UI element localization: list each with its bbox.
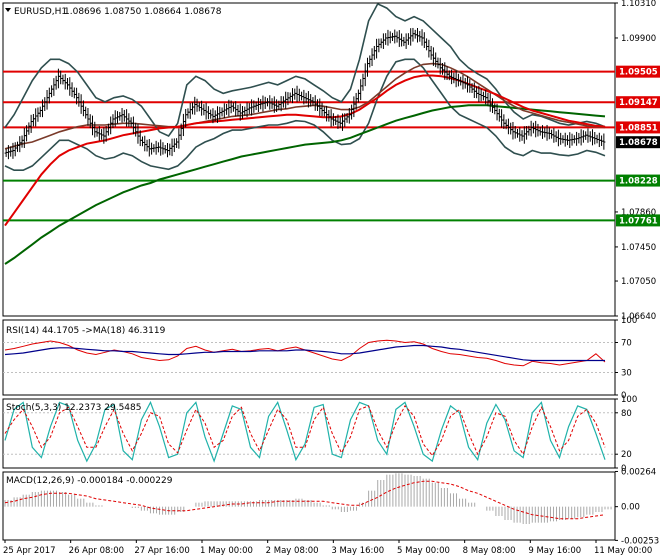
price-tick-label: 1.09900 — [621, 34, 656, 44]
x-tick-label: 1 May 00:00 — [200, 546, 253, 556]
current-price-tag: 1.08678 — [619, 138, 658, 148]
resistance-tag-bg — [616, 96, 660, 109]
current-price-tag-bg — [616, 136, 660, 149]
panel-frame-price — [2, 2, 616, 317]
panel-frame-stoch — [2, 398, 616, 469]
support-tag: 1.07761 — [619, 216, 658, 226]
rsi-label: RSI(14) 44.1705 ->MA(18) 46.3119 — [6, 326, 166, 336]
bollinger-lower-band — [4, 58, 606, 171]
macd-tick-label: 0.00264 — [621, 467, 656, 477]
support-tag: 1.08228 — [619, 177, 658, 187]
macd-label: MACD(12,26,9) -0.000184 -0.000229 — [6, 476, 173, 486]
macd-signal-line — [4, 480, 606, 520]
x-tick-label: 3 May 16:00 — [331, 546, 384, 556]
support-tag-bg — [616, 214, 660, 227]
price-tick-label: 1.07450 — [621, 243, 656, 253]
x-tick-label: 5 May 00:00 — [397, 546, 450, 556]
ma-slow-line — [4, 104, 606, 265]
x-tick-label: 27 Apr 16:00 — [134, 546, 189, 556]
panel-frame-rsi — [2, 319, 616, 396]
panel-frame-macd — [2, 471, 616, 541]
x-tick-label: 9 May 16:00 — [528, 546, 581, 556]
price-tick-label: 1.07860 — [621, 208, 656, 218]
support-tag-bg — [616, 174, 660, 187]
price-tick-label: 1.06640 — [621, 312, 656, 322]
chevron-down-icon — [5, 8, 11, 12]
plot-layer — [3, 2, 615, 524]
ohlc-label: 1.08696 1.08750 1.08664 1.08678 — [64, 7, 222, 17]
stoch-signal-line — [4, 405, 606, 457]
panel-frames — [2, 2, 616, 541]
x-tick-label: 11 May 00:00 — [594, 546, 652, 556]
x-tick-label: 2 May 08:00 — [266, 546, 319, 556]
price-tick-label: 1.10310 — [621, 0, 656, 9]
rsi-tick-label: 0 — [621, 391, 626, 401]
stoch-main-line — [4, 400, 606, 463]
ma-mid-line — [4, 62, 606, 150]
stoch-label: Stoch(5,3,3) 12.2373 29.5485 — [6, 403, 141, 413]
resistance-tag: 1.08851 — [619, 123, 658, 133]
rsi-line — [4, 339, 606, 367]
stoch-tick-label: 100 — [621, 395, 637, 405]
axis-labels: 1.10310 1.09900 1.07860 1.07450 1.07050 1.066… — [3, 0, 660, 556]
resistance-tag-bg — [616, 65, 660, 78]
rsi-tick-label: 70 — [621, 339, 632, 349]
macd-tick-label: -0.00253 — [621, 536, 659, 546]
stoch-tick-label: 20 — [621, 450, 632, 460]
chart-header: EURUSD,H1 1.08696 1.08750 1.08664 1.0867… — [14, 7, 222, 17]
resistance-tag-bg — [616, 121, 660, 134]
stoch-tick-label: 80 — [621, 409, 632, 419]
x-tick-label: 26 Apr 08:00 — [69, 546, 124, 556]
symbol-label: EURUSD,H1 — [14, 7, 67, 17]
price-tick-label: 1.07050 — [621, 277, 656, 287]
stoch-tick-label: 0 — [621, 464, 626, 474]
rsi-tick-label: 100 — [621, 316, 637, 326]
x-tick-label: 25 Apr 2017 — [3, 546, 56, 556]
macd-tick-label: 0.00 — [621, 503, 640, 513]
rsi-tick-label: 30 — [621, 369, 632, 379]
resistance-tag: 1.09147 — [619, 98, 658, 108]
x-tick-label: 8 May 08:00 — [463, 546, 516, 556]
rsi-ma-line — [4, 344, 605, 362]
ma-fast-line — [4, 74, 606, 227]
resistance-tag: 1.09505 — [619, 68, 658, 78]
macd-histogram — [4, 473, 612, 524]
price-bars — [4, 27, 606, 160]
